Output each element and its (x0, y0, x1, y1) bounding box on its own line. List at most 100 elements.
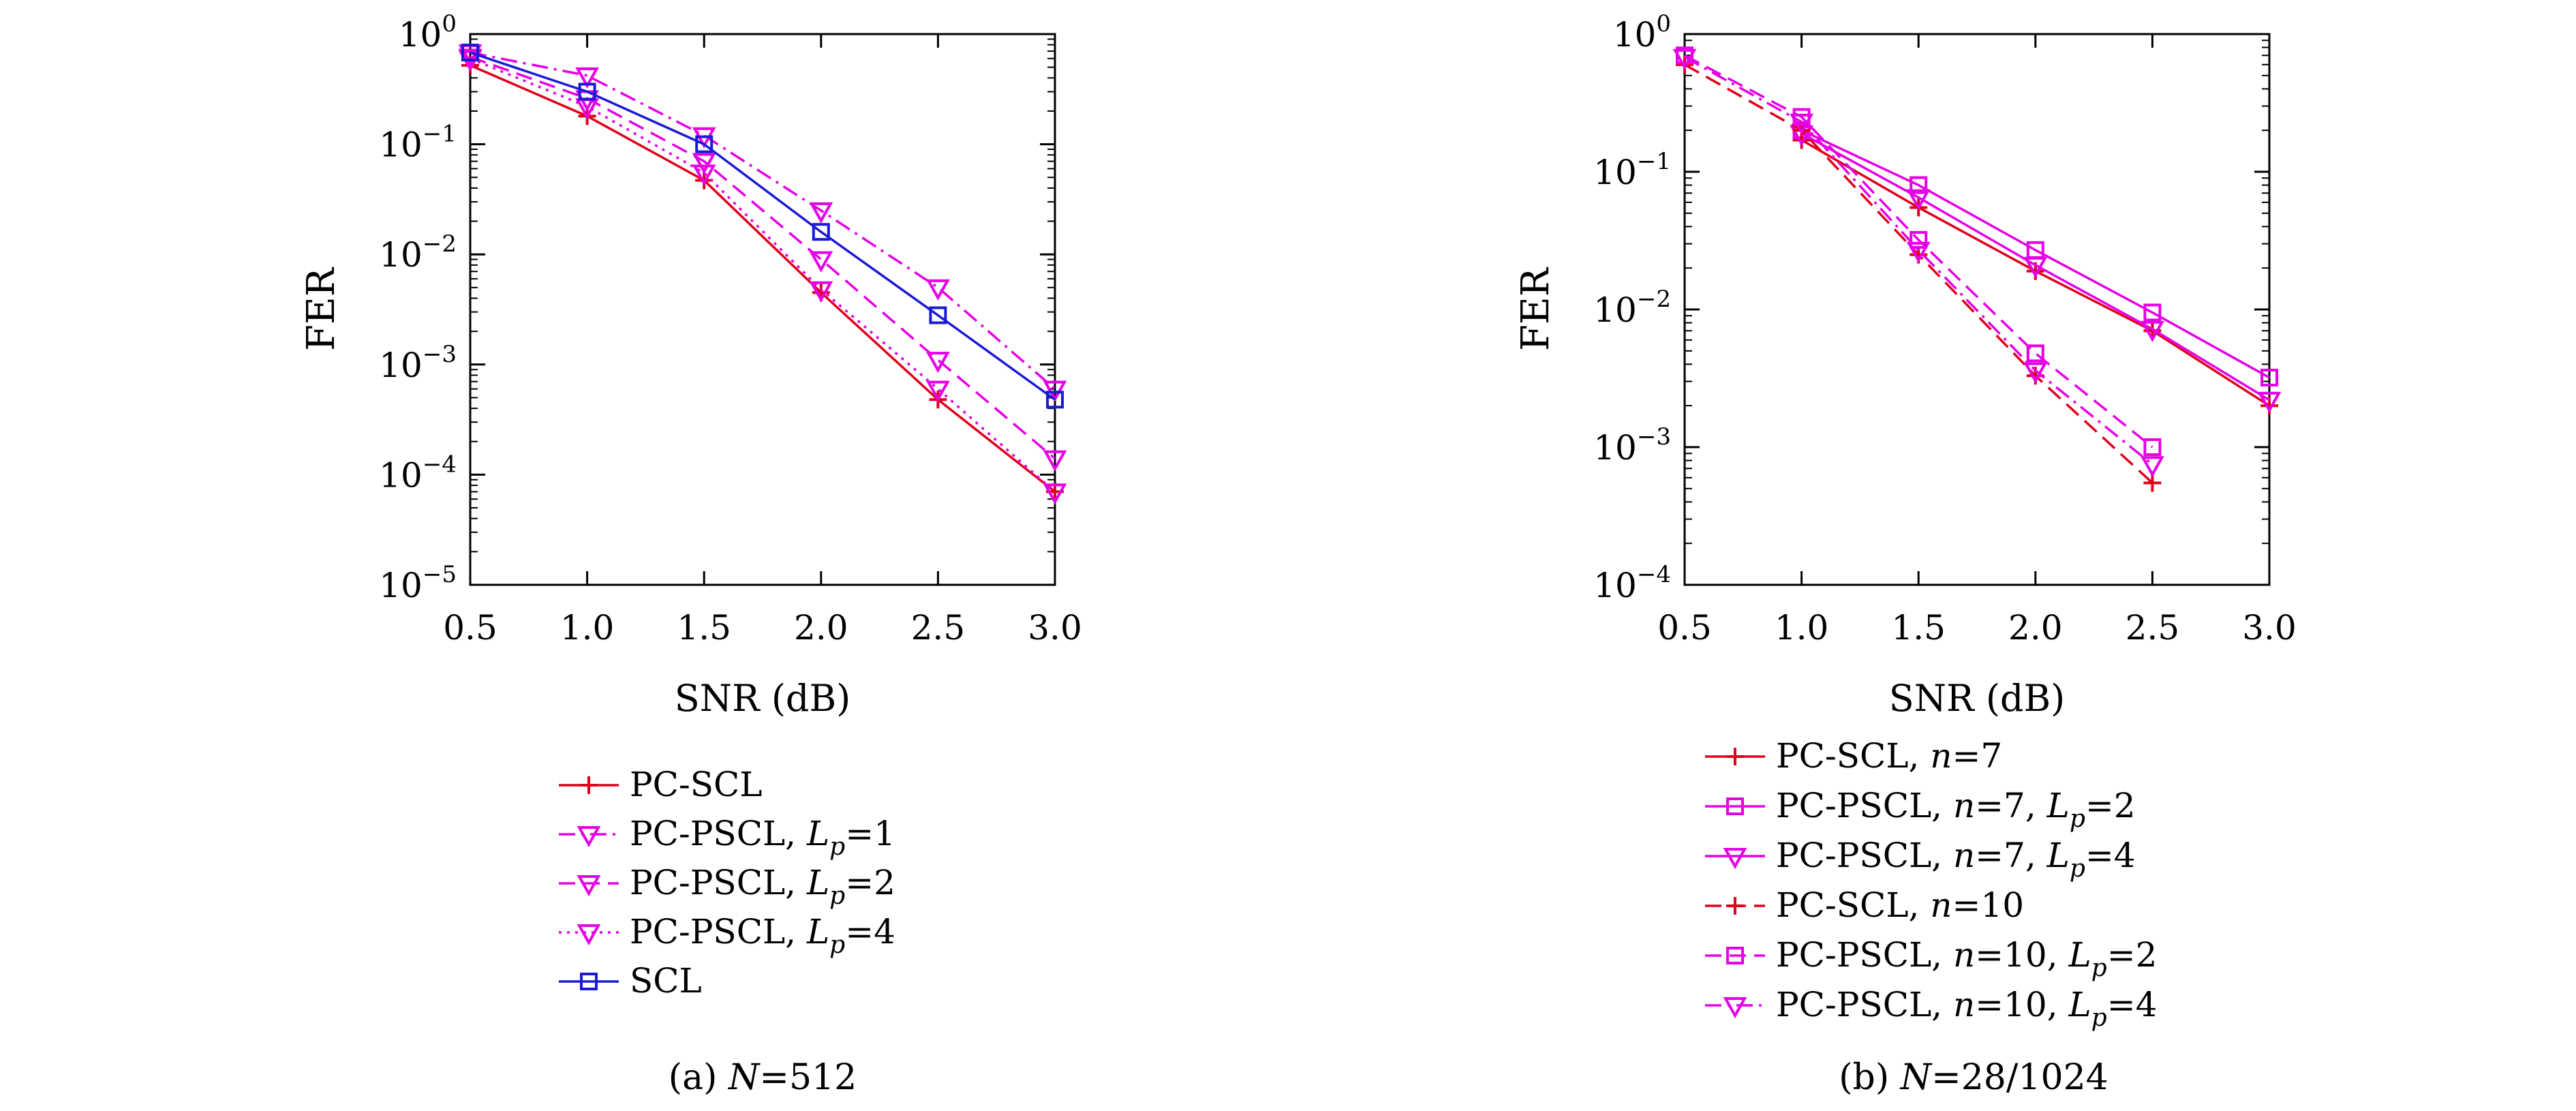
legend-text: =4 (2085, 836, 2136, 875)
y-tick-base: 10 (1593, 290, 1637, 330)
legend-var: L (2068, 935, 2091, 975)
legend-item: PC-PSCL, Lp=1 (559, 814, 895, 861)
legend-text: PC-PSCL, (1776, 935, 1953, 975)
plus-marker (1726, 748, 1744, 765)
triangle-marker (575, 67, 600, 89)
legend-text: =10, (1975, 985, 2068, 1024)
y-tick-label: 10−3 (1593, 423, 1671, 468)
triangle-marker (1906, 189, 1931, 211)
chart-panel-a: 0.5 1.0 1.5 2.0 2.5 3.010010−110−210−310−410−… (299, 10, 1082, 1098)
legend-label: PC-PSCL, n=10, Lp=2 (1776, 935, 2157, 982)
legend-text: PC-PSCL, (630, 814, 807, 853)
y-tick-label: 10−1 (1593, 148, 1671, 192)
series-line (470, 64, 1056, 493)
triangle-marker (577, 875, 601, 897)
x-axis-label: SNR (dB) (1889, 677, 2065, 720)
legend-text: =7 (1952, 736, 2003, 776)
y-tick-exponent: −3 (1637, 423, 1671, 451)
square-marker (2026, 344, 2044, 363)
legend-item: PC-SCL, n=10 (1705, 885, 2024, 925)
y-tick-base: 10 (1593, 428, 1637, 468)
y-tick-exponent: −2 (1637, 286, 1671, 313)
x-tick-label: 1.5 (1891, 608, 1946, 648)
x-tick-label: 1.5 (677, 608, 731, 648)
square-marker (580, 973, 598, 990)
legend-item: PC-PSCL, n=7, Lp=4 (1705, 836, 2136, 883)
legend-subscript: p (829, 833, 845, 861)
square-marker (1046, 391, 1064, 409)
plot-frame (469, 33, 1056, 586)
legend-label: PC-SCL (630, 765, 763, 804)
y-tick-label: 10−4 (379, 451, 457, 495)
legend-var: L (806, 863, 829, 902)
legend-item: PC-PSCL, Lp=2 (559, 863, 895, 910)
legend-var: L (2046, 836, 2070, 875)
triangle-marker (2023, 362, 2048, 384)
y-tick-exponent: −3 (423, 341, 457, 368)
y-tick-exponent: −2 (423, 230, 457, 258)
y-tick-base: 10 (399, 15, 442, 55)
y-tick-exponent: −4 (423, 451, 457, 478)
legend-text: =4 (2107, 985, 2158, 1024)
caption-text: =512 (759, 1057, 857, 1098)
triangle-marker (692, 153, 716, 174)
y-tick-base: 10 (379, 455, 423, 495)
square-marker (812, 223, 830, 241)
y-tick-label: 100 (1613, 10, 1671, 55)
series-5 (1672, 48, 2164, 478)
square-marker (1910, 230, 1928, 249)
triangle-marker (2023, 256, 2048, 279)
x-axis-label: SNR (dB) (675, 677, 850, 720)
caption-var: N (1899, 1057, 1933, 1098)
y-axis-label: FER (1514, 267, 1558, 351)
square-marker (578, 82, 596, 101)
triangle-marker (577, 826, 601, 848)
legend-var: L (806, 814, 829, 853)
triangle-marker (1723, 997, 1747, 1019)
legend-item: PC-PSCL, n=10, Lp=2 (1705, 935, 2157, 982)
triangle-marker (1043, 450, 1067, 472)
legend-text: =1 (845, 814, 895, 853)
y-tick-base: 10 (1613, 15, 1657, 55)
square-marker (2260, 368, 2278, 386)
legend-label: PC-SCL, n=10 (1776, 885, 2024, 925)
legend-text: =7, (1975, 786, 2047, 825)
x-tick-label: 0.5 (1657, 608, 1712, 648)
y-tick-label: 10−2 (379, 230, 457, 275)
y-tick-exponent: −1 (423, 121, 457, 148)
triangle-marker (809, 202, 833, 224)
square-marker (695, 135, 714, 153)
series-line (1800, 129, 2270, 379)
legend-var: L (2046, 786, 2070, 825)
caption-var: N (727, 1057, 761, 1098)
legend-text: =2 (845, 863, 895, 902)
legend-text: =10 (1952, 885, 2025, 925)
legend-text: PC-PSCL, (630, 863, 807, 902)
legend-var: n (1953, 985, 1975, 1024)
caption-text: =28/1024 (1931, 1057, 2109, 1098)
triangle-marker (925, 279, 950, 301)
x-tick-label: 2.0 (794, 608, 848, 648)
legend-text: =7, (1975, 836, 2047, 875)
legend-text: =2 (2085, 786, 2136, 825)
chart-panel-b: 0.5 1.0 1.5 2.0 2.5 3.010010−110−210−310−4SNR… (1514, 10, 2297, 1098)
square-marker (1726, 797, 1744, 815)
triangle-marker (577, 924, 601, 946)
legend-var: n (1930, 885, 1952, 925)
y-tick-label: 10−2 (1593, 286, 1671, 330)
y-tick-label: 10−5 (379, 561, 457, 605)
triangle-marker (2140, 320, 2164, 342)
series-3 (458, 50, 1067, 505)
x-tick-label: 2.5 (2126, 608, 2180, 648)
legend-text: PC-SCL (630, 765, 763, 804)
legend-text: PC-PSCL, (1776, 985, 1953, 1024)
triangle-marker (1672, 48, 1697, 70)
caption: (a) N=512 (669, 1057, 857, 1098)
series-4 (461, 44, 1064, 409)
x-tick-label: 1.0 (1775, 608, 1829, 648)
y-tick-exponent: −5 (423, 561, 457, 588)
legend-label: SCL (630, 961, 702, 1001)
legend-var: n (1953, 935, 1975, 975)
legend-text: PC-PSCL, (630, 912, 807, 952)
legend-var: L (806, 912, 829, 952)
